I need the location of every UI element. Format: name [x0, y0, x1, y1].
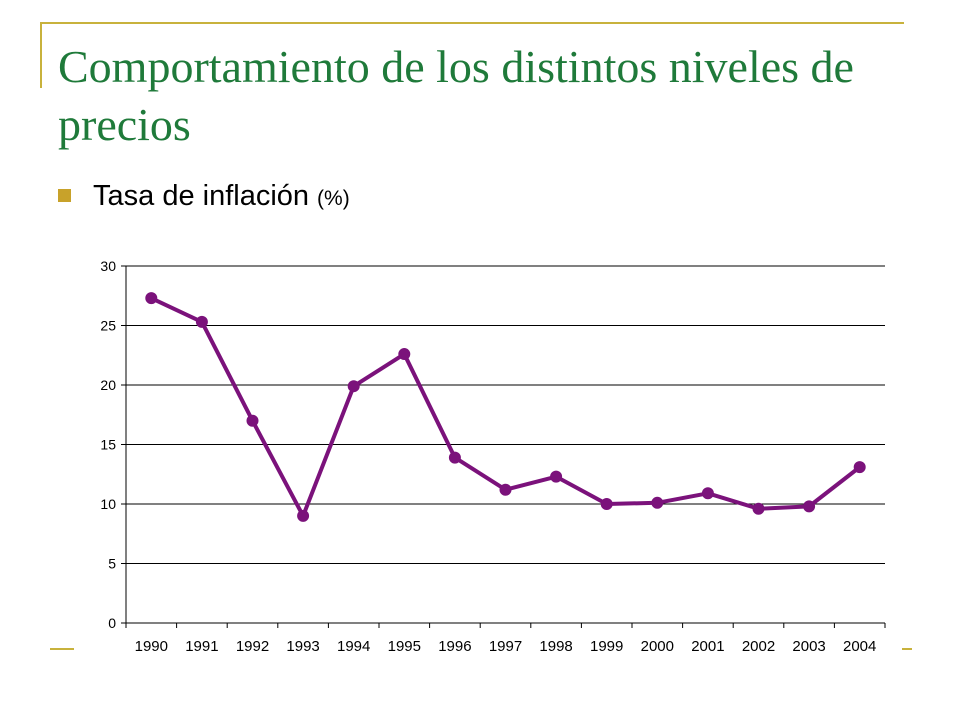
data-point — [803, 500, 816, 513]
y-tick-label: 30 — [100, 258, 116, 274]
data-point — [701, 487, 714, 500]
bullet-square-icon — [58, 189, 71, 202]
data-point — [398, 348, 411, 361]
x-tick-label: 1991 — [185, 638, 218, 655]
x-tick-label: 1999 — [590, 638, 623, 655]
x-tick-label: 1998 — [539, 638, 572, 655]
data-point — [752, 502, 765, 515]
x-tick-label: 1996 — [438, 638, 471, 655]
bullet-unit: (%) — [317, 187, 350, 210]
x-tick-label: 1992 — [236, 638, 269, 655]
bullet-item: Tasa de inflación (%) — [58, 180, 350, 213]
footer-rule-left — [50, 648, 74, 650]
footer-rule-right — [902, 648, 912, 650]
y-tick-label: 15 — [100, 437, 116, 453]
x-tick-label: 1994 — [337, 638, 370, 655]
y-tick-label: 25 — [100, 318, 116, 334]
x-tick-label: 1995 — [388, 638, 421, 655]
x-tick-label: 2000 — [641, 638, 674, 655]
slide-title: Comportamiento de los distintos niveles … — [58, 41, 854, 150]
y-tick-label: 5 — [108, 556, 116, 572]
frame-left-rule — [40, 22, 42, 88]
x-tick-label: 1990 — [135, 638, 168, 655]
y-tick-label: 10 — [100, 496, 116, 512]
frame-top-rule — [40, 22, 904, 24]
data-point — [297, 509, 310, 522]
series-line-0 — [150, 296, 861, 518]
data-point — [550, 470, 563, 483]
x-tick-label: 2003 — [792, 638, 825, 655]
data-point — [853, 461, 866, 474]
y-tick-label: 20 — [100, 377, 116, 393]
x-tick-label: 1997 — [489, 638, 522, 655]
data-point — [499, 483, 512, 496]
x-tick-label: 2002 — [742, 638, 775, 655]
data-point — [448, 451, 461, 464]
data-point — [651, 496, 664, 509]
data-point — [195, 315, 208, 328]
bullet-text: Tasa de inflación — [93, 180, 310, 212]
data-point — [600, 498, 613, 510]
data-point — [246, 414, 259, 427]
x-tick-label: 2004 — [843, 638, 876, 655]
inflation-line-chart: 0 5 10 15 20 25 30 1990 1991 1992 1993 1994 1995 1996… — [100, 258, 886, 655]
x-tick-label: 2001 — [691, 638, 724, 655]
y-tick-label: 0 — [108, 615, 116, 631]
data-point — [347, 380, 360, 393]
data-point — [145, 292, 158, 305]
x-tick-label: 1993 — [286, 638, 319, 655]
